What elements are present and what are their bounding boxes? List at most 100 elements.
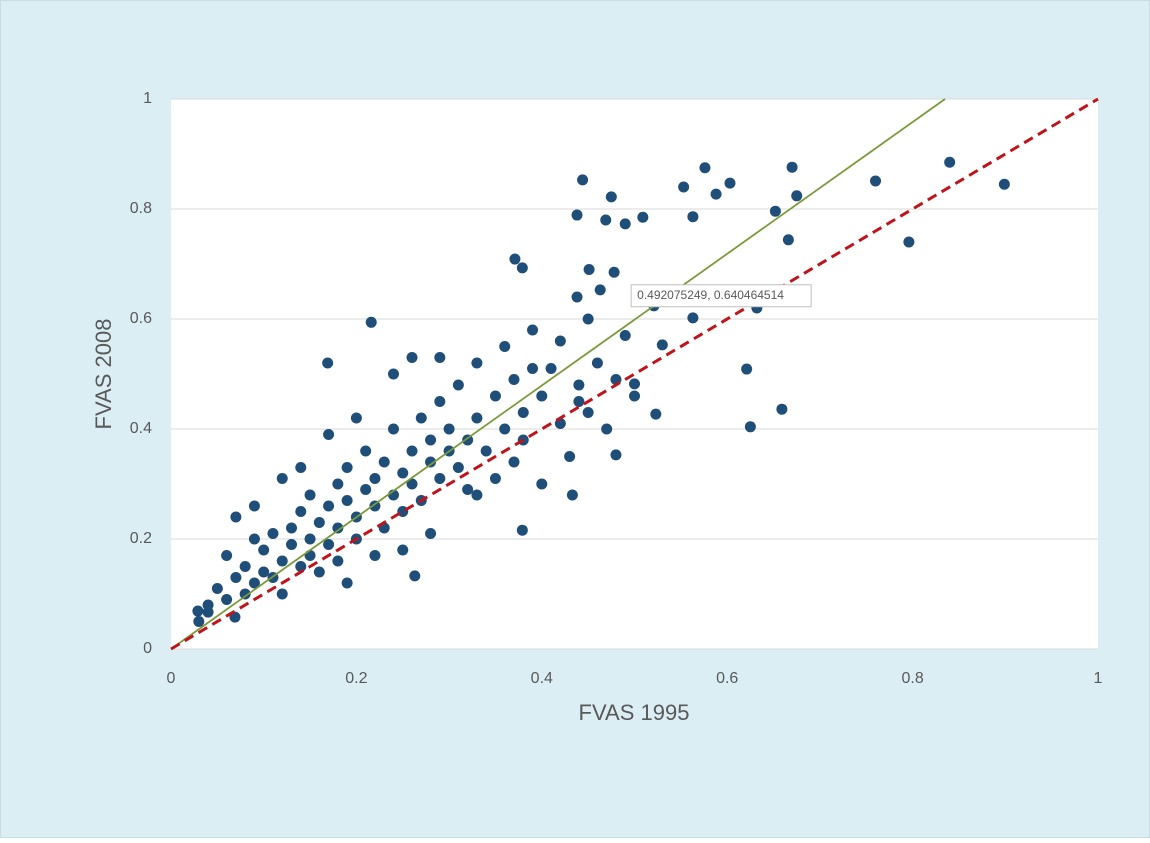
point [434, 473, 446, 484]
point [508, 374, 520, 385]
point [332, 522, 344, 534]
y-tick-label: 1 [143, 90, 152, 107]
point [248, 533, 260, 545]
point [397, 544, 409, 556]
point [295, 561, 307, 572]
point [322, 357, 334, 369]
point [332, 478, 344, 490]
point [903, 236, 915, 248]
point [516, 524, 528, 536]
point [573, 379, 585, 391]
point [687, 211, 699, 223]
point [870, 175, 882, 187]
point [509, 253, 521, 265]
point [341, 462, 353, 473]
point [258, 566, 270, 578]
point [629, 390, 640, 402]
point [591, 357, 603, 369]
point [536, 390, 548, 402]
point [276, 588, 288, 600]
point [678, 181, 690, 193]
point [369, 550, 381, 561]
point [582, 313, 594, 325]
point [769, 205, 781, 217]
point [248, 577, 260, 589]
point [594, 284, 606, 296]
point [776, 403, 788, 415]
point [583, 264, 595, 275]
point [341, 495, 353, 506]
point [323, 500, 335, 512]
point [193, 616, 205, 627]
point [600, 214, 612, 226]
x-tick-label: 1 [1094, 670, 1103, 687]
point [656, 339, 668, 351]
point [406, 352, 418, 363]
point [276, 473, 288, 484]
point [573, 396, 585, 407]
x-axis-title: FVAS 1995 [579, 700, 690, 725]
point [211, 583, 223, 594]
point [554, 335, 566, 347]
point [601, 423, 613, 435]
point [462, 484, 474, 495]
x-tick-label: 0.4 [531, 670, 553, 687]
point [387, 423, 399, 435]
point [304, 550, 316, 561]
point [619, 330, 631, 341]
point [276, 555, 288, 567]
y-tick-label: 0 [143, 640, 152, 657]
point [744, 421, 756, 433]
point [629, 378, 640, 390]
point [527, 324, 539, 336]
point [341, 577, 353, 589]
point [350, 412, 362, 424]
point [516, 262, 528, 274]
point [286, 522, 298, 534]
point [202, 599, 214, 611]
point [687, 312, 699, 324]
point [221, 550, 233, 561]
point [409, 570, 421, 582]
point [323, 539, 335, 550]
point [499, 341, 511, 352]
y-tick-label: 0.6 [130, 310, 152, 327]
point [406, 445, 418, 457]
point [582, 407, 594, 418]
annotation: 0.492075249, 0.640464514 [637, 288, 784, 302]
point [605, 191, 617, 203]
point [378, 456, 390, 468]
point [239, 588, 251, 600]
point [239, 561, 251, 572]
point [452, 462, 464, 473]
point [608, 266, 620, 278]
point [944, 156, 956, 168]
point [360, 445, 372, 457]
point [489, 390, 501, 402]
point [295, 506, 307, 517]
point [295, 462, 307, 473]
point [304, 489, 316, 501]
point [332, 555, 344, 567]
y-axis-title: FVAS 2008 [91, 319, 116, 430]
point [258, 544, 270, 556]
point [387, 368, 399, 380]
point [998, 178, 1010, 190]
point [425, 456, 437, 468]
point [365, 316, 377, 328]
point [192, 605, 204, 617]
x-tick-label: 0.8 [901, 670, 923, 687]
point [786, 161, 798, 173]
y-tick-label: 0.2 [130, 530, 152, 547]
point [619, 218, 631, 230]
line [170, 98, 946, 650]
point [267, 528, 279, 539]
point [571, 209, 583, 221]
point [230, 511, 242, 523]
point [650, 408, 662, 420]
point [499, 423, 511, 435]
point [406, 478, 418, 490]
point [221, 594, 233, 605]
point [489, 473, 501, 484]
